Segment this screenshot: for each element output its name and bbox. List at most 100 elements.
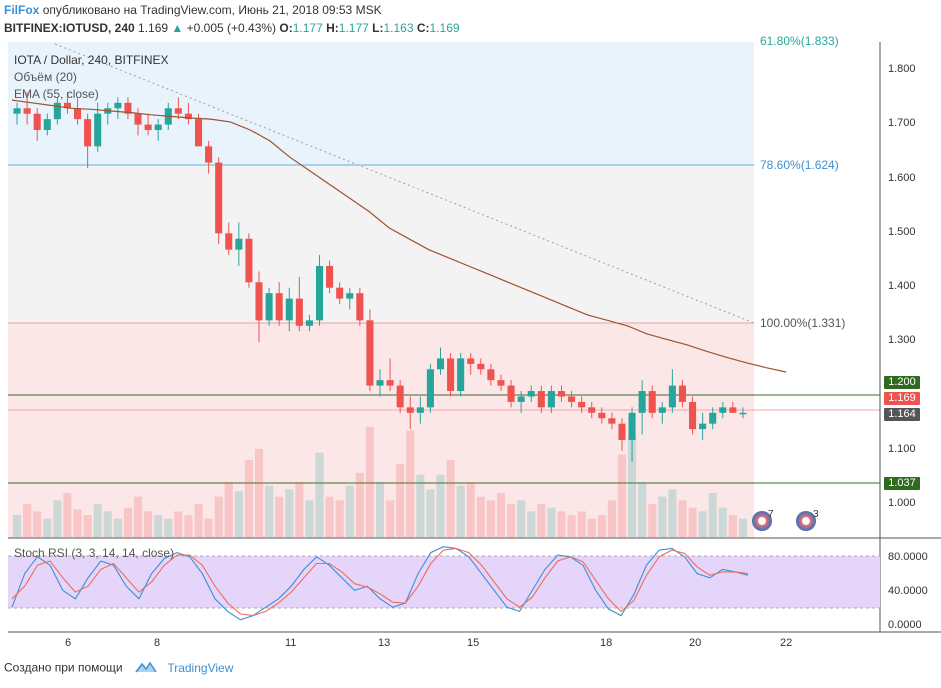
price-change: +0.005 (+0.43%) — [186, 21, 277, 35]
volume-bar — [103, 511, 112, 537]
candles[interactable] — [13, 91, 747, 462]
volume-bar — [587, 518, 596, 537]
candle-body — [537, 391, 545, 408]
candle-body — [547, 391, 555, 408]
volume-bar — [184, 515, 193, 537]
support-price-tag: 1.037 — [884, 477, 920, 490]
stoch-tick: 40.0000 — [888, 585, 928, 597]
candle-body — [457, 358, 465, 392]
volume-bar — [133, 496, 143, 537]
time-tick: 18 — [600, 637, 613, 649]
candle-body — [225, 233, 233, 250]
us-flag-event-icon[interactable] — [796, 511, 816, 531]
tradingview-logo-icon[interactable] — [134, 660, 158, 677]
volume-bar — [325, 496, 334, 537]
time-tick: 13 — [378, 637, 391, 649]
candle-body — [74, 108, 82, 120]
stoch-tick: 80.0000 — [888, 551, 928, 563]
us-flag-event-icon[interactable] — [752, 511, 772, 531]
volume-bar — [355, 472, 364, 537]
volume-bar — [436, 474, 445, 537]
volume-bar — [527, 511, 536, 537]
stoch-tick: 0.0000 — [888, 619, 922, 631]
candle-body — [114, 102, 122, 109]
candle-body — [174, 108, 182, 114]
candle-body — [346, 293, 354, 299]
volume-bar — [547, 507, 556, 537]
volume-bar — [517, 500, 526, 537]
volume-bar — [617, 454, 627, 537]
candle-body — [275, 293, 283, 321]
candle-body — [366, 320, 374, 386]
stoch-legend[interactable]: Stoch RSI (3, 3, 14, 14, close) — [14, 546, 175, 560]
volume-bar — [597, 515, 606, 537]
volume-bar — [678, 500, 687, 537]
volume-bar — [658, 496, 667, 537]
volume-legend[interactable]: Объём (20) — [14, 70, 77, 84]
volume-bar — [93, 504, 102, 537]
stoch-rsi-lines[interactable] — [11, 546, 749, 621]
volume-bar — [708, 493, 717, 537]
candle-body — [517, 396, 525, 402]
trend-line[interactable] — [54, 43, 755, 324]
volume-bars — [13, 427, 747, 537]
candle-body — [235, 238, 243, 250]
low-value: 1.163 — [383, 21, 414, 35]
volume-bar — [164, 518, 173, 537]
candle-body — [588, 407, 596, 413]
candle-body — [648, 391, 656, 413]
volume-bar — [43, 518, 52, 537]
last-price: 1.169 — [138, 21, 169, 35]
chart-title[interactable]: IOTA / Dollar, 240, BITFINEX — [14, 53, 169, 67]
candle-body — [578, 401, 586, 408]
last-price-tag: 1.169 — [884, 392, 920, 405]
volume-bar — [13, 515, 22, 537]
tradingview-link[interactable]: TradingView — [167, 660, 234, 675]
volume-bar — [698, 511, 707, 537]
price-chart[interactable] — [0, 40, 941, 640]
volume-bar — [335, 500, 344, 537]
candle-body — [285, 298, 293, 321]
price-tick: 1.700 — [888, 117, 916, 129]
price-tick: 1.600 — [888, 172, 916, 184]
candle-body — [739, 412, 747, 415]
candle-body — [194, 119, 203, 147]
volume-bar — [113, 518, 122, 537]
time-tick: 8 — [154, 637, 161, 649]
time-tick: 6 — [65, 637, 72, 649]
candle-body — [658, 407, 666, 413]
volume-bar — [638, 482, 647, 537]
volume-bar — [607, 500, 616, 537]
candle-body — [265, 293, 273, 321]
volume-bar — [33, 511, 42, 537]
volume-bar — [718, 507, 727, 537]
volume-bar — [476, 496, 485, 537]
candle-body — [699, 423, 707, 430]
candle-body — [729, 407, 737, 413]
volume-bar — [738, 518, 747, 537]
volume-bar — [507, 504, 516, 537]
ema-line[interactable] — [11, 99, 787, 373]
candle-body — [628, 412, 636, 440]
candle-body — [305, 320, 313, 326]
candle-body — [315, 265, 324, 321]
ema-legend[interactable]: EMA (55, close) — [14, 87, 99, 101]
price-tick: 1.400 — [888, 280, 916, 292]
candle-body — [144, 124, 152, 131]
price-tick: 1.300 — [888, 334, 916, 346]
symbol-label[interactable]: BITFINEX:IOTUSD, 240 — [4, 21, 135, 35]
high-label: H: — [326, 21, 339, 35]
candle-body — [487, 369, 495, 381]
candle-body — [376, 380, 384, 386]
ohlc-header: BITFINEX:IOTUSD, 240 1.169 ▲ +0.005 (+0.… — [4, 21, 460, 35]
bid-price-tag: 1.164 — [884, 408, 920, 421]
resistance-price-tag: 1.200 — [884, 376, 920, 389]
author-name[interactable]: FilFox — [4, 3, 40, 17]
volume-bar — [53, 500, 62, 537]
candle-body — [43, 119, 51, 131]
open-label: O: — [279, 21, 293, 35]
volume-bar — [214, 496, 223, 537]
candle-body — [406, 407, 414, 413]
candle-body — [13, 108, 21, 114]
candle-body — [689, 401, 697, 430]
